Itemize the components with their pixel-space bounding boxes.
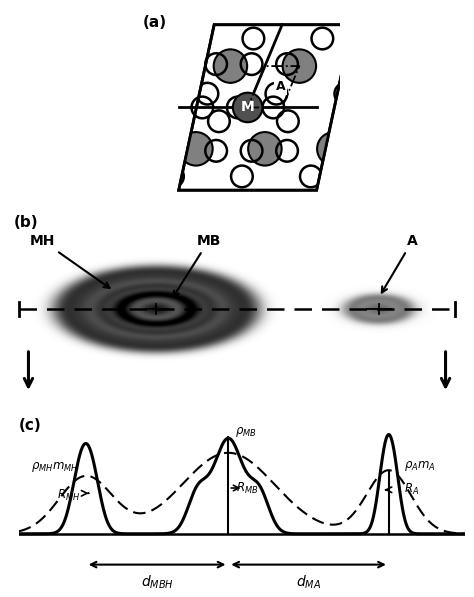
Text: $d_{MA}$: $d_{MA}$: [296, 573, 321, 591]
Circle shape: [317, 132, 351, 165]
Text: $R_A$: $R_A$: [404, 482, 419, 497]
Text: A: A: [275, 80, 285, 93]
Text: A: A: [382, 234, 418, 293]
Text: $\rho_{MB}$: $\rho_{MB}$: [235, 424, 256, 439]
Text: MH: MH: [30, 234, 109, 288]
Circle shape: [145, 215, 178, 248]
Text: $\rho_{MH}m_{MH}$: $\rho_{MH}m_{MH}$: [30, 460, 78, 474]
Text: $R_{MH}$: $R_{MH}$: [57, 488, 81, 503]
Circle shape: [214, 50, 247, 83]
Text: M: M: [241, 100, 255, 115]
Circle shape: [76, 215, 109, 248]
Circle shape: [283, 215, 316, 248]
Text: (a): (a): [143, 15, 167, 30]
Circle shape: [283, 50, 316, 83]
Text: $R_{MB}$: $R_{MB}$: [236, 481, 258, 496]
Circle shape: [110, 132, 144, 165]
Text: $\rho_A m_A$: $\rho_A m_A$: [404, 458, 436, 473]
Circle shape: [145, 50, 178, 83]
Text: MB: MB: [173, 234, 221, 297]
Polygon shape: [179, 24, 352, 190]
Text: (b): (b): [14, 215, 39, 230]
Circle shape: [248, 132, 282, 165]
Circle shape: [233, 93, 263, 122]
Circle shape: [214, 215, 247, 248]
Circle shape: [179, 132, 213, 165]
Text: $d_{MBH}$: $d_{MBH}$: [141, 573, 173, 591]
Text: (c): (c): [19, 418, 42, 433]
Circle shape: [352, 50, 385, 83]
